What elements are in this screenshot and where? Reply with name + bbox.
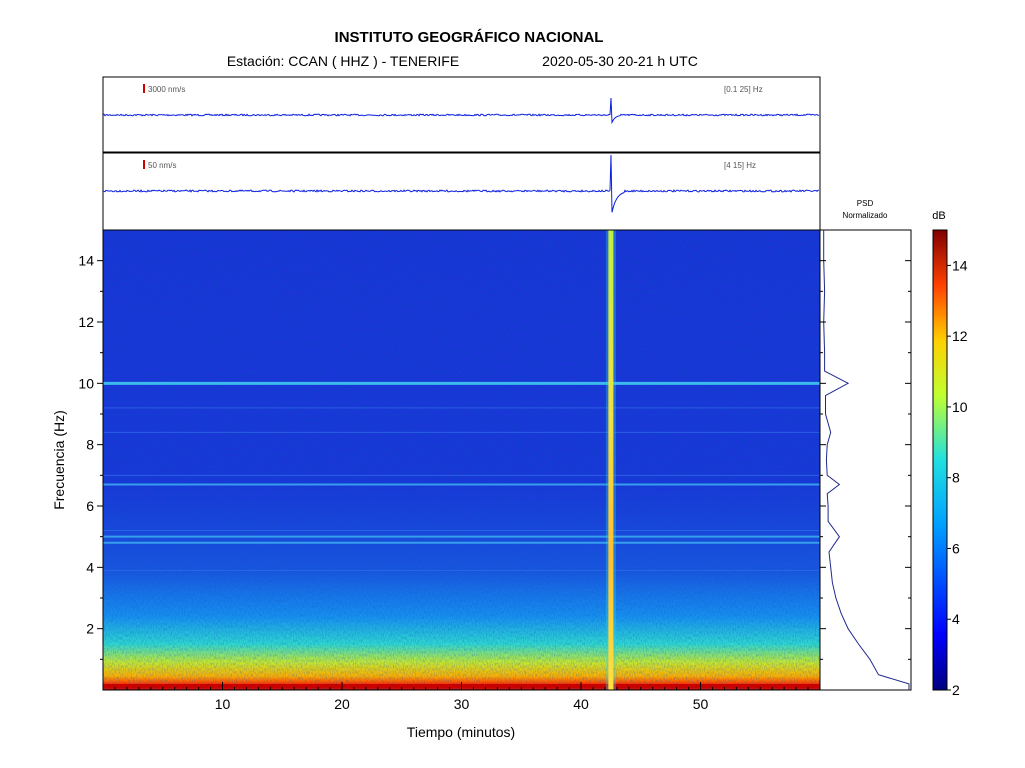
colorbar-tick-label: 12 [952, 328, 968, 344]
colorbar-tick-label: 2 [952, 682, 960, 698]
x-axis-label: Tiempo (minutos) [407, 724, 515, 740]
y-tick-label: 12 [78, 314, 94, 330]
datetime-label: 2020-05-30 20-21 h UTC [542, 53, 698, 69]
seismogram-panel-filtered: 50 nm/s [4 15] Hz [102, 152, 821, 231]
scale-mark-broadband [143, 84, 145, 93]
colorbar-ticks: 2 4 6 8 10 12 14 [947, 257, 968, 698]
seismogram-trace-filtered [102, 154, 819, 213]
colorbar-tick-label: 6 [952, 540, 960, 556]
seismogram-trace-broadband [102, 97, 820, 125]
psd-title-line2: Normalizado [843, 211, 888, 220]
y-tick-label: 6 [86, 498, 94, 514]
scale-label-broadband: 3000 nm/s [148, 85, 185, 94]
band-label-filtered: [4 15] Hz [724, 161, 756, 170]
y-tick-label: 14 [78, 253, 94, 269]
colorbar-tick-label: 14 [952, 257, 968, 273]
y-tick-label: 4 [86, 559, 94, 575]
y-tick-label: 2 [86, 621, 94, 637]
colorbar-tick-label: 10 [952, 399, 968, 415]
spectrogram-panel: 10 20 30 40 50 2 4 6 8 10 12 14 Tiempo (minutos) Fr… [51, 229, 821, 740]
x-tick-label: 40 [573, 696, 589, 712]
figure-title: INSTITUTO GEOGRÁFICO NACIONAL [335, 29, 604, 46]
spectrogram-event [605, 230, 616, 690]
band-label-broadband: [0.1 25] Hz [724, 85, 763, 94]
scale-mark-filtered [143, 160, 145, 169]
colorbar-unit: dB [932, 210, 945, 222]
x-tick-label: 20 [334, 696, 350, 712]
x-tick-label: 50 [693, 696, 709, 712]
y-axis-label: Frecuencia (Hz) [51, 410, 67, 510]
event-stripe [608, 230, 614, 690]
psd-curve [823, 230, 910, 690]
scale-label-filtered: 50 nm/s [148, 161, 176, 170]
spectrogram-ticks: 10 20 30 40 50 2 4 6 8 10 12 14 [78, 253, 809, 712]
colorbar-tick-label: 4 [952, 611, 960, 627]
colorbar-gradient [932, 229, 948, 691]
station-label: Estación: CCAN ( HHZ ) - TENERIFE [227, 53, 459, 69]
x-tick-label: 30 [454, 696, 470, 712]
psd-title-line1: PSD [857, 199, 874, 208]
y-tick-label: 8 [86, 437, 94, 453]
seismogram-panel-broadband: 3000 nm/s [0.1 25] Hz [102, 76, 821, 153]
psd-ticks [820, 260, 911, 660]
psd-panel: PSD Normalizado [819, 199, 912, 691]
spectrogram-noise [103, 230, 820, 690]
colorbar: dB 2 4 6 8 10 12 14 [932, 210, 968, 698]
y-tick-label: 10 [78, 375, 94, 391]
colorbar-tick-label: 8 [952, 470, 960, 486]
x-tick-label: 10 [215, 696, 231, 712]
